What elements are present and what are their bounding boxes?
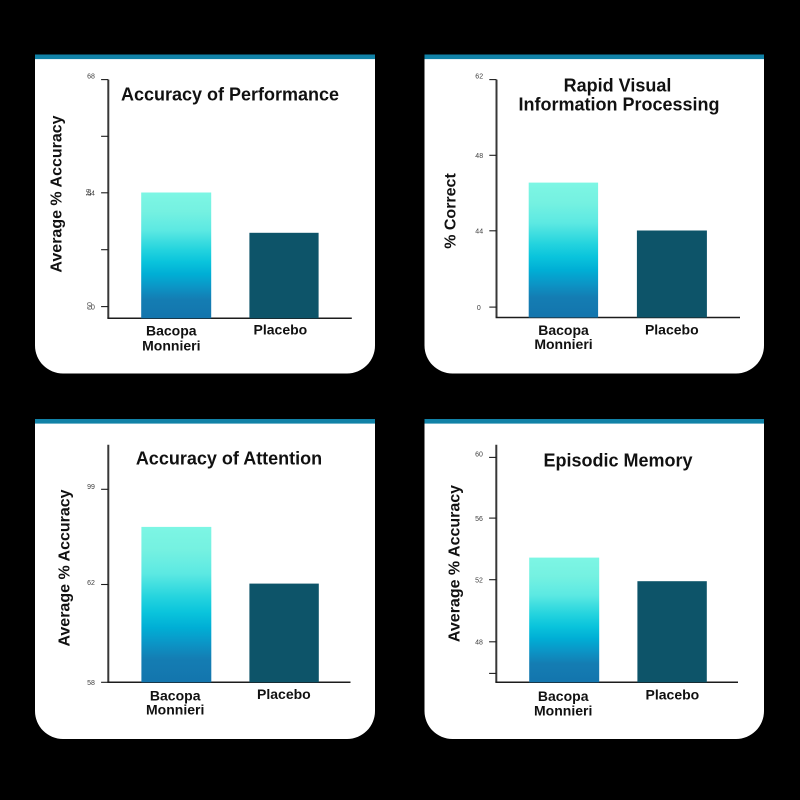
svg-text:68: 68 bbox=[87, 74, 95, 81]
svg-text:Bacopa: Bacopa bbox=[150, 688, 201, 704]
svg-text:60: 60 bbox=[87, 302, 94, 310]
svg-text:52: 52 bbox=[475, 577, 483, 584]
svg-text:62: 62 bbox=[87, 580, 95, 587]
svg-text:0: 0 bbox=[477, 305, 481, 312]
svg-text:64: 64 bbox=[87, 191, 95, 198]
svg-text:Monnieri: Monnieri bbox=[534, 336, 592, 352]
svg-text:Average % Accuracy: Average % Accuracy bbox=[447, 485, 464, 642]
svg-text:58: 58 bbox=[87, 680, 95, 687]
svg-text:0: 0 bbox=[91, 304, 95, 311]
svg-text:Placebo: Placebo bbox=[254, 322, 308, 338]
svg-text:Monnieri: Monnieri bbox=[142, 337, 200, 353]
svg-text:Rapid Visual: Rapid Visual bbox=[564, 76, 672, 96]
svg-text:Accuracy of Attention: Accuracy of Attention bbox=[136, 449, 322, 469]
svg-text:60: 60 bbox=[475, 451, 483, 458]
svg-text:Monnieri: Monnieri bbox=[534, 702, 592, 718]
svg-text:Bacopa: Bacopa bbox=[146, 323, 197, 339]
svg-text:Placebo: Placebo bbox=[645, 321, 699, 337]
svg-text:Average % Accuracy: Average % Accuracy bbox=[56, 489, 73, 646]
svg-text:Bacopa: Bacopa bbox=[538, 688, 589, 704]
svg-text:Placebo: Placebo bbox=[646, 687, 700, 703]
svg-text:56: 56 bbox=[475, 516, 483, 523]
svg-text:48: 48 bbox=[475, 153, 483, 160]
svg-text:Information Processing: Information Processing bbox=[518, 95, 719, 115]
svg-text:% Correct: % Correct bbox=[443, 173, 460, 249]
svg-text:Accuracy of Performance: Accuracy of Performance bbox=[121, 85, 339, 105]
svg-text:48: 48 bbox=[475, 640, 483, 647]
svg-text:Episodic Memory: Episodic Memory bbox=[543, 451, 692, 471]
svg-text:62: 62 bbox=[475, 74, 483, 81]
svg-text:Monnieri: Monnieri bbox=[146, 702, 204, 718]
svg-text:19: 19 bbox=[86, 189, 93, 197]
svg-text:Average % Accuracy: Average % Accuracy bbox=[49, 115, 66, 272]
svg-text:99: 99 bbox=[87, 484, 95, 491]
svg-text:Bacopa: Bacopa bbox=[538, 322, 589, 338]
svg-text:Placebo: Placebo bbox=[257, 686, 311, 702]
svg-text:44: 44 bbox=[475, 229, 483, 236]
